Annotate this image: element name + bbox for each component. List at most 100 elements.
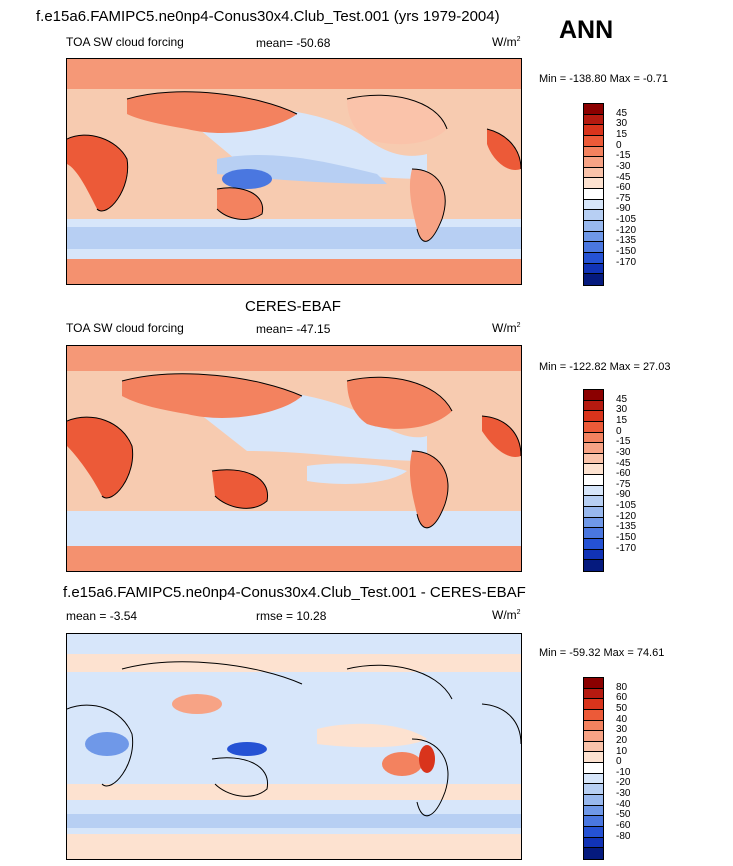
panel3-title: f.e15a6.FAMIPC5.ne0np4-Conus30x4.Club_Te… bbox=[63, 584, 526, 601]
colorbar-tick-label: -45 bbox=[616, 171, 631, 183]
panel1-africa bbox=[67, 135, 128, 211]
colorbar-tick-label: -170 bbox=[616, 256, 637, 268]
colorbar-box bbox=[584, 496, 603, 508]
colorbar-box bbox=[584, 773, 603, 785]
panel3-unit: W/m2 bbox=[492, 608, 521, 622]
colorbar-box bbox=[584, 167, 603, 179]
colorbar-box bbox=[584, 763, 603, 774]
panel1-eurasia bbox=[127, 91, 297, 134]
colorbar-box bbox=[584, 199, 603, 211]
colorbar-box bbox=[584, 805, 603, 817]
panel2-mean-label: mean= -47.15 bbox=[256, 322, 331, 336]
colorbar-tick-label: -120 bbox=[616, 224, 637, 236]
colorbar-box bbox=[584, 752, 603, 764]
colorbar-tick-label: 40 bbox=[616, 713, 628, 725]
colorbar-box bbox=[584, 189, 603, 200]
panel3-mean-label: mean = -3.54 bbox=[66, 609, 138, 623]
panel1-variable-label: TOA SW cloud forcing bbox=[66, 35, 184, 49]
panel2-north-america bbox=[347, 377, 452, 429]
season-label: ANN bbox=[559, 16, 614, 44]
panel2-australia bbox=[212, 469, 268, 509]
colorbar-box bbox=[584, 125, 603, 136]
panel2-variable-label: TOA SW cloud forcing bbox=[66, 321, 184, 335]
colorbar-box bbox=[584, 784, 603, 796]
colorbar-tick-label: 10 bbox=[616, 745, 628, 757]
figure-title: f.e15a6.FAMIPC5.ne0np4-Conus30x4.Club_Te… bbox=[36, 8, 500, 25]
panel3-map bbox=[66, 633, 522, 860]
colorbar-box bbox=[584, 741, 603, 753]
colorbar-box bbox=[584, 475, 603, 486]
colorbar-tick-label: -50 bbox=[616, 809, 631, 821]
colorbar-box bbox=[584, 688, 603, 700]
panel2-eurasia bbox=[122, 373, 302, 418]
colorbar-tick-label: 0 bbox=[616, 425, 622, 437]
colorbar-box bbox=[584, 826, 603, 838]
colorbar-tick-label: -120 bbox=[616, 510, 637, 522]
colorbar-box bbox=[584, 390, 603, 401]
colorbar-box bbox=[584, 443, 603, 454]
panel3-minmax: Min = -59.32 Max = 74.61 bbox=[539, 647, 665, 659]
colorbar-box bbox=[584, 274, 603, 285]
colorbar-tick-label: -170 bbox=[616, 542, 637, 554]
panel3-colorbar bbox=[583, 677, 604, 860]
colorbar-tick-label: 80 bbox=[616, 681, 628, 693]
colorbar-tick-label: -105 bbox=[616, 214, 637, 226]
colorbar-box bbox=[584, 432, 603, 444]
panel3-band-3 bbox=[67, 814, 521, 828]
colorbar-box bbox=[584, 699, 603, 710]
colorbar-box bbox=[584, 795, 603, 806]
colorbar-tick-label: -150 bbox=[616, 246, 637, 258]
panel1-unit: W/m2 bbox=[492, 35, 521, 49]
colorbar-box bbox=[584, 157, 603, 168]
colorbar-box bbox=[584, 816, 603, 827]
colorbar-box bbox=[584, 678, 603, 689]
colorbar-box bbox=[584, 848, 603, 859]
colorbar-box bbox=[584, 507, 603, 518]
colorbar-tick-label: -45 bbox=[616, 457, 631, 469]
colorbar-tick-label: 15 bbox=[616, 414, 628, 426]
colorbar-tick-label: 30 bbox=[616, 404, 628, 416]
colorbar-tick-label: -15 bbox=[616, 436, 631, 448]
panel2-map-svg bbox=[67, 346, 521, 571]
panel2-antarctic bbox=[67, 546, 521, 571]
colorbar-box bbox=[584, 221, 603, 232]
colorbar-box bbox=[584, 242, 603, 253]
colorbar-box bbox=[584, 720, 603, 732]
colorbar-box bbox=[584, 464, 603, 476]
panel2-southern-band bbox=[67, 511, 521, 546]
colorbar-box bbox=[584, 549, 603, 561]
panel3-map-svg bbox=[67, 634, 521, 859]
colorbar-box bbox=[584, 528, 603, 539]
colorbar-box bbox=[584, 135, 603, 147]
panel2-unit: W/m2 bbox=[492, 321, 521, 335]
panel3-band-2 bbox=[67, 784, 521, 800]
panel3-band-1 bbox=[67, 654, 521, 672]
colorbar-box bbox=[584, 837, 603, 849]
panel1-australia bbox=[217, 187, 263, 220]
colorbar-tick-label: 30 bbox=[616, 118, 628, 130]
colorbar-box bbox=[584, 560, 603, 571]
colorbar-tick-label: 15 bbox=[616, 128, 628, 140]
colorbar-tick-label: -135 bbox=[616, 235, 637, 247]
panel2-title: CERES-EBAF bbox=[245, 298, 341, 315]
panel2-africa bbox=[67, 417, 133, 498]
colorbar-tick-label: 45 bbox=[616, 107, 628, 119]
colorbar-tick-label: 45 bbox=[616, 393, 628, 405]
panel1-antarctic bbox=[67, 259, 521, 284]
colorbar-box bbox=[584, 731, 603, 742]
panel3-peru-stratocumulus bbox=[382, 752, 422, 776]
colorbar-tick-label: -10 bbox=[616, 766, 631, 778]
colorbar-box bbox=[584, 411, 603, 422]
panel3-antarctic bbox=[67, 834, 521, 859]
colorbar-tick-label: -90 bbox=[616, 489, 631, 501]
colorbar-box bbox=[584, 538, 603, 550]
panel1-southern-core bbox=[67, 227, 521, 249]
panel3-africa-bias bbox=[85, 732, 129, 756]
panel1-mean-label: mean= -50.68 bbox=[256, 36, 331, 50]
panel1-warm-pool bbox=[222, 169, 272, 189]
colorbar-box bbox=[584, 210, 603, 222]
panel1-arctic bbox=[67, 59, 521, 89]
colorbar-box bbox=[584, 453, 603, 465]
colorbar-tick-label: 60 bbox=[616, 692, 628, 704]
panel2-minmax: Min = -122.82 Max = 27.03 bbox=[539, 361, 671, 373]
